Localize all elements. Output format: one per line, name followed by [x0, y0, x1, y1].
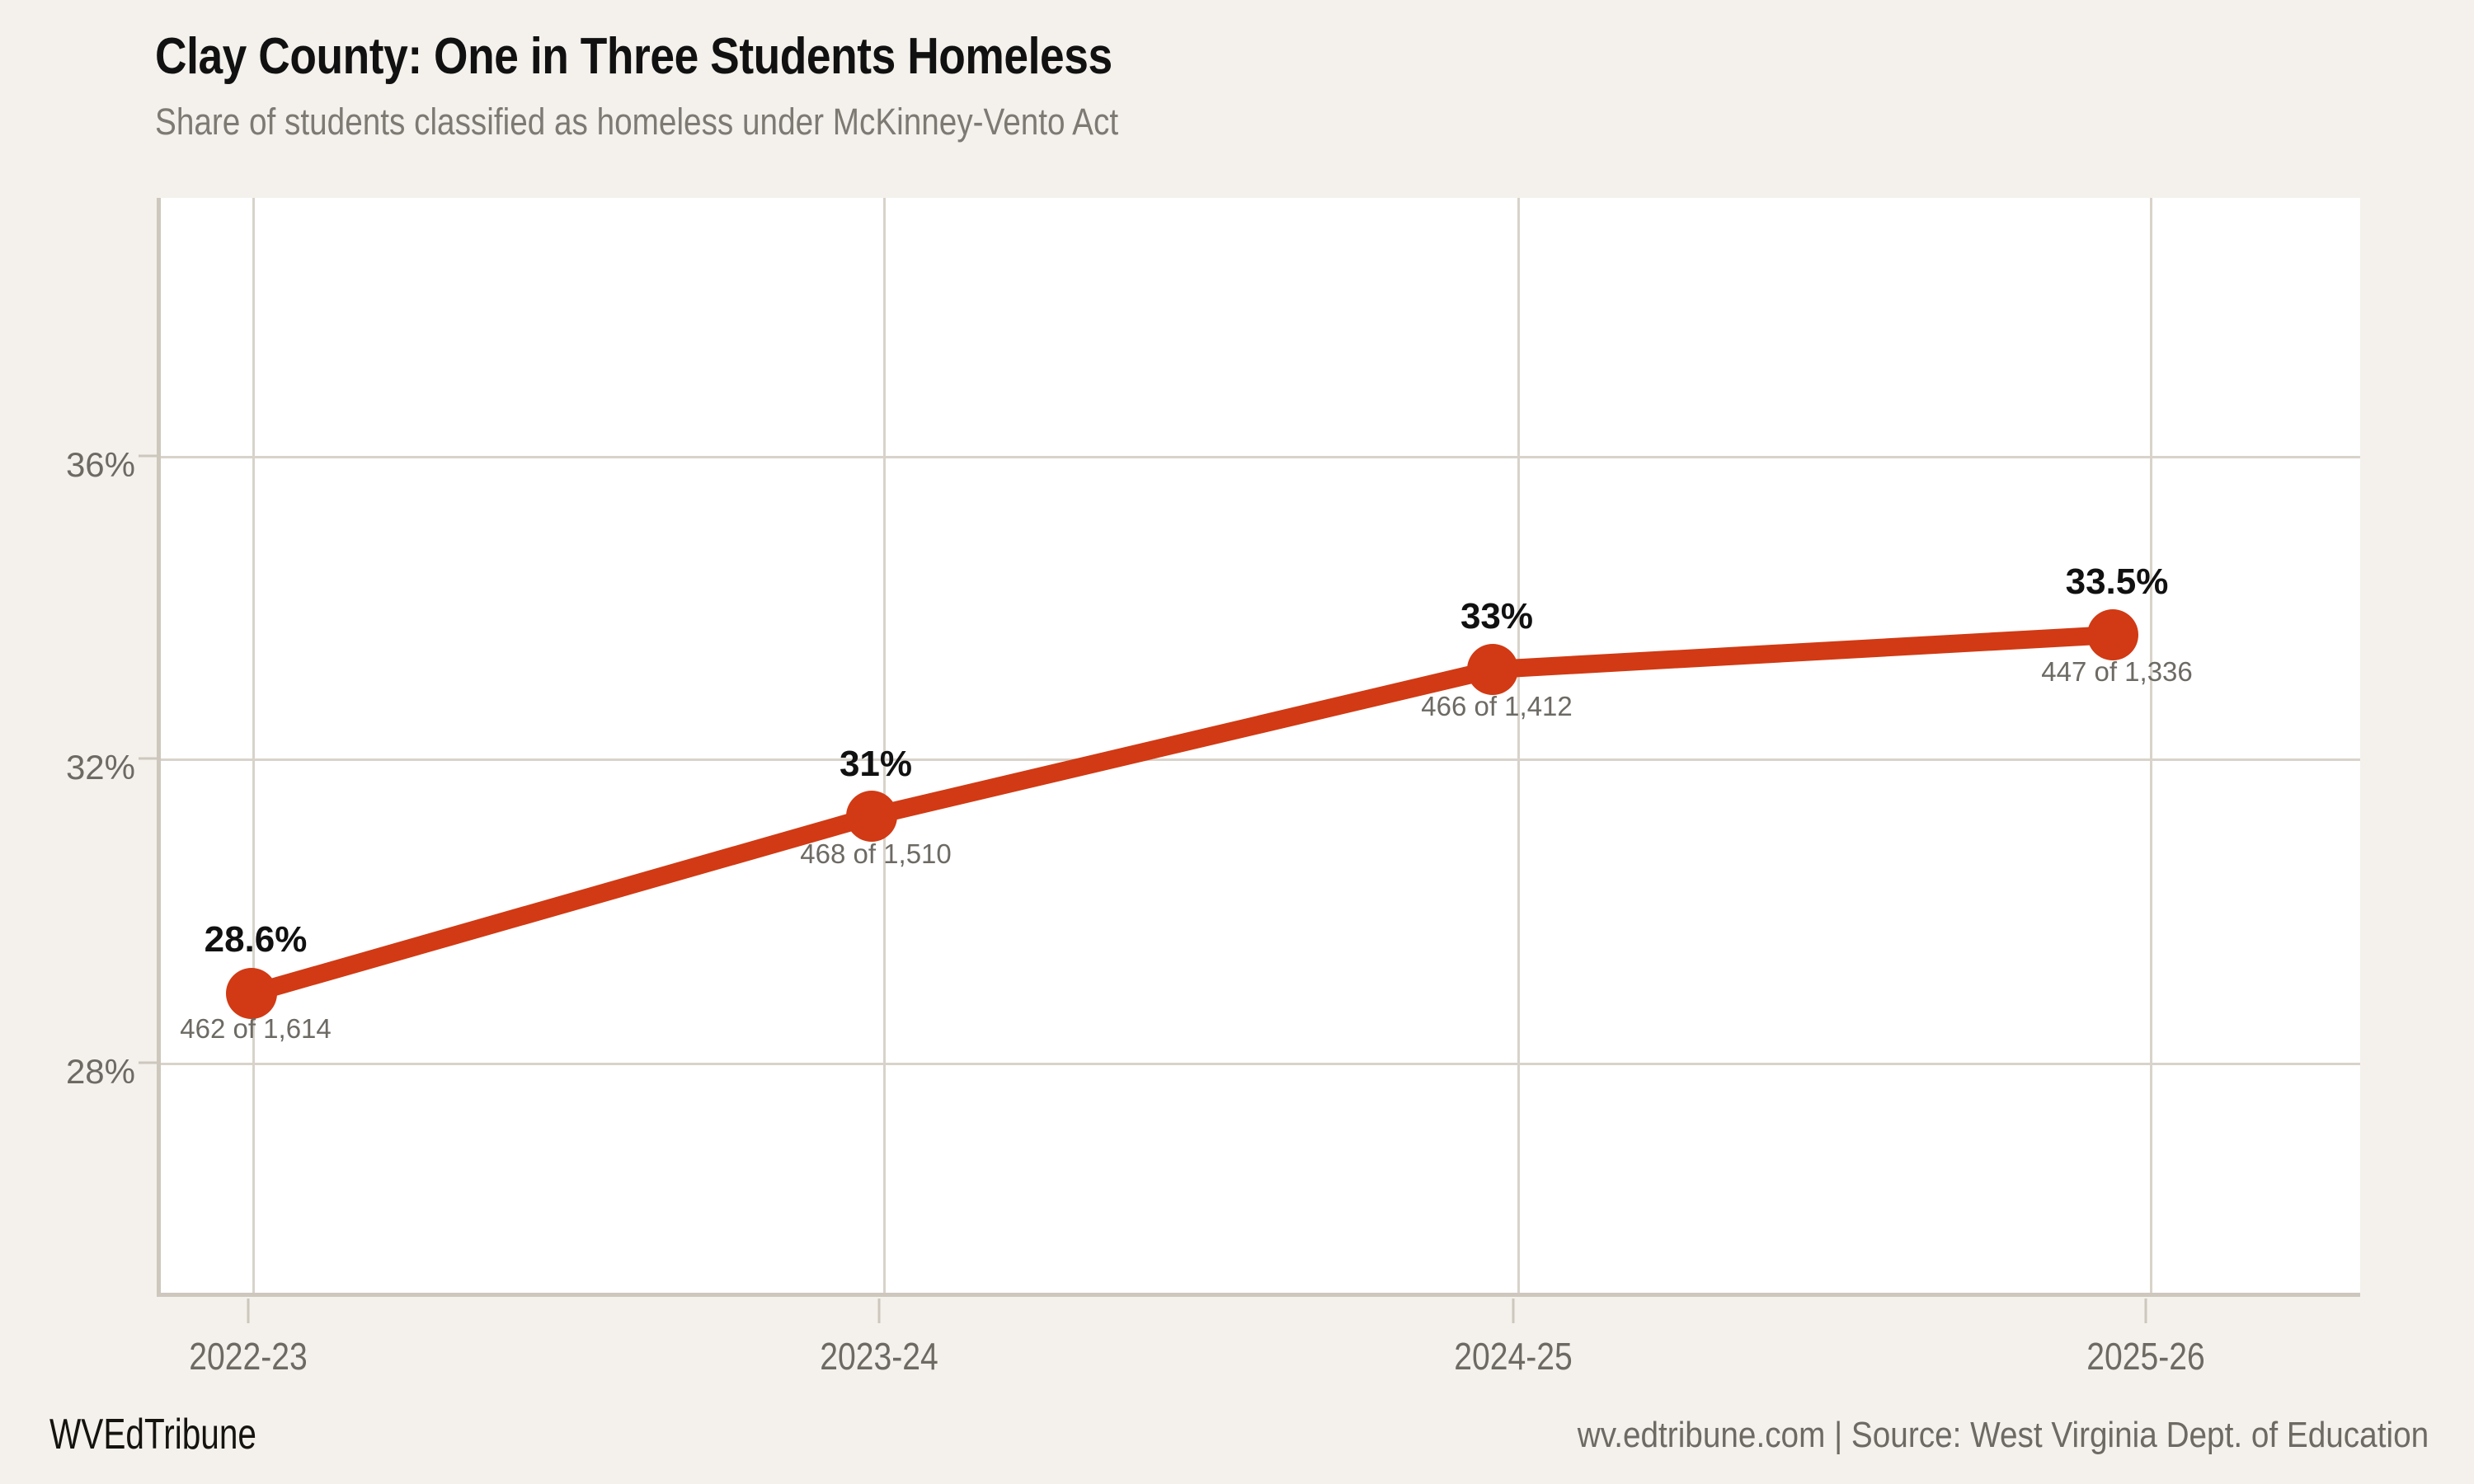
chart-header: Clay County: One in Three Students Homel…: [155, 30, 2382, 143]
gridline-x-2022-23: [252, 198, 255, 1293]
ytick-mark-28: [139, 1061, 157, 1064]
xtick-mark-2022-23: [247, 1298, 250, 1323]
data-label-value-2025-26: 33.5%: [2065, 561, 2169, 602]
ytick-label-36: 36%: [65, 445, 135, 484]
ytick-mark-32: [139, 757, 157, 760]
chart-subtitle: Share of students classified as homeless…: [155, 101, 1119, 143]
data-label-value-2022-23: 28.6%: [204, 919, 308, 960]
data-label-detail-2022-23: 462 of 1,614: [180, 1013, 332, 1044]
xtick-mark-2025-26: [2144, 1298, 2147, 1323]
xtick-mark-2023-24: [877, 1298, 881, 1323]
plot-area: [157, 198, 2360, 1297]
xtick-mark-2024-25: [1512, 1298, 1515, 1323]
footer-brand: WVEdTribune: [49, 1411, 256, 1458]
data-label-value-2023-24: 31%: [839, 744, 913, 784]
data-label-detail-2025-26: 447 of 1,336: [2041, 656, 2193, 687]
xtick-label-2022-23: 2022-23: [189, 1335, 308, 1378]
data-label-detail-2023-24: 468 of 1,510: [800, 838, 952, 869]
xtick-label-2023-24: 2023-24: [820, 1335, 938, 1378]
gridline-y-32: [161, 758, 2360, 761]
data-label-value-2024-25: 33%: [1460, 596, 1534, 636]
data-label-detail-2024-25: 466 of 1,412: [1421, 691, 1573, 721]
gridline-x-2025-26: [2150, 198, 2152, 1293]
xtick-label-2024-25: 2024-25: [1454, 1335, 1573, 1378]
footer-source-credit: wv.edtribune.com | Source: West Virginia…: [1577, 1415, 2429, 1455]
xtick-label-2025-26: 2025-26: [2086, 1335, 2205, 1378]
gridline-y-28: [161, 1063, 2360, 1065]
gridline-x-2024-25: [1517, 198, 1520, 1293]
ytick-label-32: 32%: [65, 748, 135, 787]
page-title: Clay County: One in Three Students Homel…: [155, 28, 1112, 85]
ytick-label-28: 28%: [65, 1052, 135, 1091]
gridline-y-36: [161, 456, 2360, 458]
ytick-mark-36: [139, 454, 157, 458]
